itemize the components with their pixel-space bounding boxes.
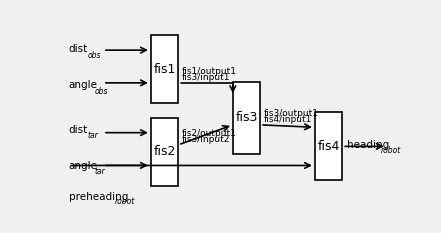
Bar (233, 82, 260, 154)
Text: tar: tar (95, 167, 105, 176)
Text: fis3/input2: fis3/input2 (182, 135, 230, 144)
Text: fis3: fis3 (235, 111, 258, 124)
Text: dist: dist (69, 125, 88, 135)
Text: preheading: preheading (69, 192, 128, 202)
Text: fis1: fis1 (153, 63, 176, 76)
Text: obs: obs (88, 51, 101, 60)
Text: angle: angle (69, 80, 98, 90)
Text: heading: heading (348, 140, 389, 150)
Text: fis2/output1: fis2/output1 (182, 129, 236, 138)
Text: robot: robot (114, 197, 135, 206)
Text: fis3/output1: fis3/output1 (264, 109, 318, 118)
Bar (151, 118, 178, 186)
Text: fis4/input1: fis4/input1 (264, 115, 312, 124)
Text: fis1/output1: fis1/output1 (182, 67, 236, 76)
Text: fis4: fis4 (318, 140, 340, 153)
Bar (151, 35, 178, 103)
Text: robot: robot (381, 146, 401, 155)
Text: angle: angle (69, 161, 98, 171)
Text: tar: tar (88, 131, 99, 140)
Text: fis2: fis2 (153, 145, 176, 158)
Text: dist: dist (69, 45, 88, 55)
Text: obs: obs (95, 87, 108, 96)
Text: fis3/input1: fis3/input1 (182, 73, 230, 82)
Bar (315, 112, 342, 180)
